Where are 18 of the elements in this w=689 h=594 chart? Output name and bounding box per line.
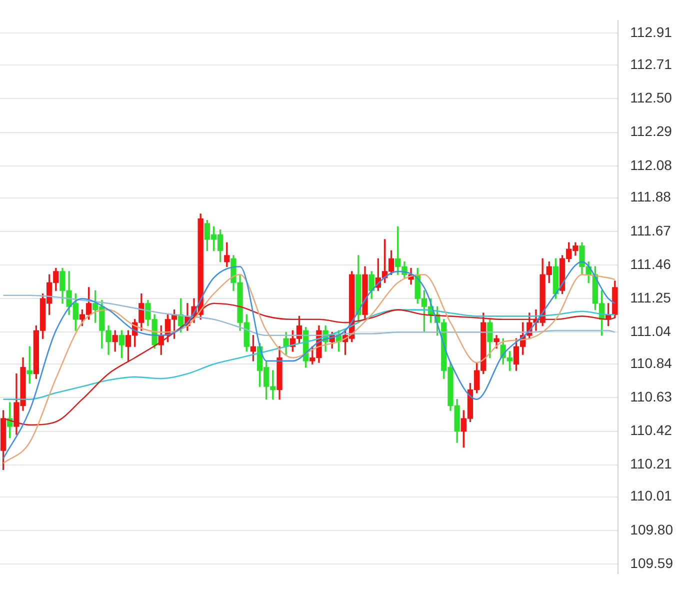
y-tick-label: 112.29 xyxy=(630,123,672,140)
y-tick-label: 110.84 xyxy=(630,355,672,372)
y-tick-label: 111.67 xyxy=(630,222,672,238)
y-tick-label: 111.25 xyxy=(630,289,672,306)
line-series xyxy=(2,294,616,336)
y-tick-label: 112.50 xyxy=(630,90,672,106)
y-tick-label: 112.08 xyxy=(630,156,672,173)
y-tick-label: 110.01 xyxy=(630,488,672,504)
y-tick-label: 110.63 xyxy=(630,388,672,405)
y-tick-label: 109.59 xyxy=(630,554,674,571)
y-tick-label: 111.04 xyxy=(630,323,672,340)
y-tick-label: 112.91 xyxy=(630,24,672,40)
y-tick-label: 110.21 xyxy=(630,456,672,472)
y-tick-label: 111.46 xyxy=(630,256,672,272)
y-tick-label: 111.88 xyxy=(630,188,672,205)
y-tick-label: 110.42 xyxy=(630,422,672,438)
y-tick-label: 112.71 xyxy=(630,56,672,72)
y-tick-label: 109.80 xyxy=(630,521,674,538)
